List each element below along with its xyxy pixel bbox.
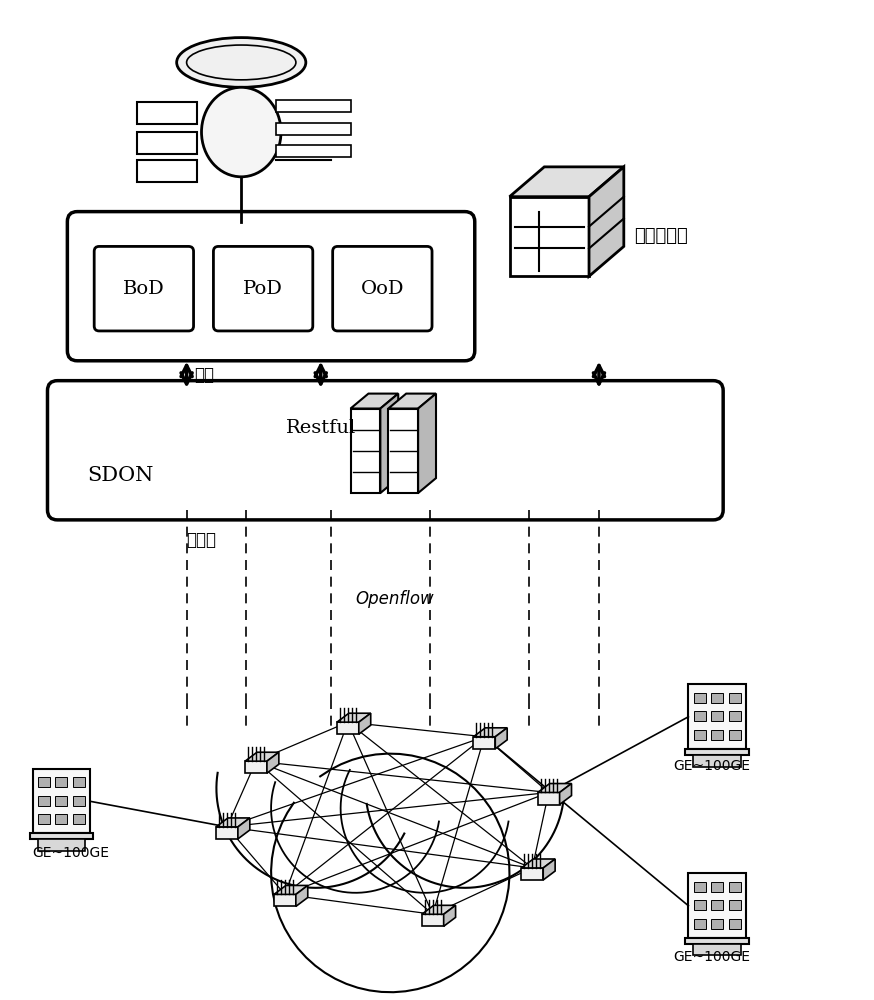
Polygon shape <box>267 752 279 773</box>
Bar <box>711 882 723 892</box>
FancyBboxPatch shape <box>333 246 432 331</box>
Polygon shape <box>538 792 559 805</box>
Text: Restful: Restful <box>286 419 357 437</box>
Polygon shape <box>522 868 544 880</box>
Bar <box>276 100 350 112</box>
Bar <box>38 839 86 851</box>
Polygon shape <box>216 818 250 827</box>
Polygon shape <box>559 784 572 805</box>
Polygon shape <box>337 722 359 734</box>
Ellipse shape <box>202 87 281 177</box>
Text: GE~100GE: GE~100GE <box>674 950 751 964</box>
Polygon shape <box>388 409 418 493</box>
Polygon shape <box>350 394 399 409</box>
Polygon shape <box>216 827 238 839</box>
Bar <box>729 882 740 892</box>
Bar <box>693 755 741 767</box>
Polygon shape <box>510 197 589 276</box>
FancyBboxPatch shape <box>67 212 475 361</box>
Bar <box>711 711 723 721</box>
Bar <box>694 900 706 910</box>
Polygon shape <box>350 409 380 493</box>
Polygon shape <box>418 394 436 493</box>
Bar <box>694 711 706 721</box>
Bar <box>729 900 740 910</box>
Bar <box>729 730 740 740</box>
Bar <box>55 777 67 787</box>
Bar <box>693 944 741 955</box>
Bar <box>729 711 740 721</box>
Polygon shape <box>522 859 555 868</box>
Polygon shape <box>422 914 444 926</box>
Polygon shape <box>274 885 308 894</box>
Polygon shape <box>359 713 371 734</box>
Bar <box>711 730 723 740</box>
Bar <box>694 693 706 703</box>
Bar <box>38 796 50 806</box>
Bar <box>729 693 740 703</box>
Polygon shape <box>388 394 436 409</box>
Text: GE~100GE: GE~100GE <box>32 846 109 860</box>
Text: 客户控制器: 客户控制器 <box>634 227 688 245</box>
Polygon shape <box>474 728 507 737</box>
Text: BoD: BoD <box>123 280 165 298</box>
Text: SDON: SDON <box>87 466 154 485</box>
Bar <box>137 132 197 154</box>
Bar <box>711 900 723 910</box>
Polygon shape <box>589 167 624 276</box>
Bar <box>711 919 723 929</box>
Bar <box>38 777 50 787</box>
Bar <box>38 814 50 824</box>
Bar <box>137 160 197 182</box>
Polygon shape <box>538 784 572 792</box>
Bar <box>689 684 746 749</box>
FancyBboxPatch shape <box>47 381 723 520</box>
Polygon shape <box>444 905 455 926</box>
Bar <box>55 796 67 806</box>
Polygon shape <box>295 885 308 906</box>
FancyBboxPatch shape <box>213 246 313 331</box>
Bar <box>32 768 90 833</box>
Bar <box>694 730 706 740</box>
Polygon shape <box>544 859 555 880</box>
Bar <box>73 777 85 787</box>
Bar <box>55 814 67 824</box>
Polygon shape <box>245 752 279 761</box>
Bar <box>137 102 197 124</box>
Bar <box>30 833 94 839</box>
Text: GE~100GE: GE~100GE <box>674 759 751 773</box>
Ellipse shape <box>177 38 306 87</box>
Polygon shape <box>337 713 371 722</box>
Text: 北向: 北向 <box>195 366 214 384</box>
Bar <box>685 938 749 944</box>
Bar <box>689 873 746 938</box>
Polygon shape <box>274 894 295 906</box>
Polygon shape <box>510 167 624 197</box>
Bar <box>276 145 350 157</box>
Bar <box>73 796 85 806</box>
Bar <box>694 919 706 929</box>
Polygon shape <box>380 394 399 493</box>
Text: 控制器: 控制器 <box>187 531 217 549</box>
Text: PoD: PoD <box>243 280 283 298</box>
Bar <box>73 814 85 824</box>
Polygon shape <box>245 761 267 773</box>
Polygon shape <box>474 737 496 749</box>
Text: OoD: OoD <box>361 280 404 298</box>
Text: Openflow: Openflow <box>356 590 434 608</box>
Bar <box>694 882 706 892</box>
Bar <box>729 919 740 929</box>
Bar <box>711 693 723 703</box>
Polygon shape <box>496 728 507 749</box>
Polygon shape <box>422 905 455 914</box>
Bar <box>685 749 749 755</box>
Polygon shape <box>238 818 250 839</box>
Bar <box>276 123 350 135</box>
FancyBboxPatch shape <box>94 246 193 331</box>
